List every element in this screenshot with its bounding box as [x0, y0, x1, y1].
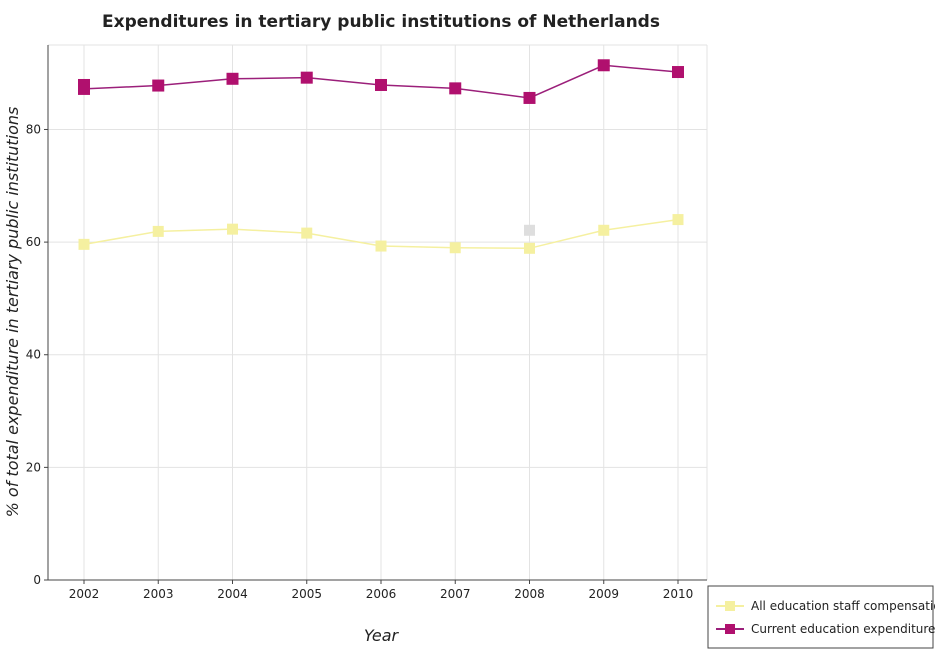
- x-tick-label: 2009: [588, 587, 619, 601]
- series-0-point-2003: [152, 225, 164, 237]
- series-1-point-2006: [375, 78, 387, 91]
- x-tick-label: 2007: [440, 587, 471, 601]
- x-tick-label: 2002: [69, 587, 100, 601]
- x-axis-label: Year: [364, 626, 400, 645]
- series-1-point-2009: [597, 59, 610, 72]
- series-0-point-2004: [227, 223, 238, 235]
- x-tick-label: 2008: [514, 587, 545, 601]
- legend-marker-staff: [725, 601, 735, 611]
- legend-marker-current: [725, 624, 735, 634]
- series-1-point-2005: [300, 71, 313, 84]
- legend-entry-staff: All education staff compensation: [716, 599, 935, 613]
- y-tick-label: 60: [26, 235, 41, 249]
- legend-box: [707, 585, 934, 649]
- extra-marker-current-0: [78, 78, 90, 91]
- series-0-point-2006: [375, 240, 387, 252]
- series-0-point-2005: [301, 227, 313, 239]
- x-tick-label: 2006: [366, 587, 397, 601]
- series-1-point-2003: [152, 79, 165, 92]
- y-tick-label: 40: [26, 348, 41, 362]
- series-0-point-2010: [672, 214, 684, 226]
- x-tick-label: 2003: [143, 587, 174, 601]
- series-1-point-2008: [523, 91, 536, 104]
- legend-label-current: Current education expenditure: [751, 622, 935, 636]
- extra-marker-0: [524, 224, 535, 236]
- series-0-point-2009: [598, 224, 610, 236]
- series-1-point-2004: [226, 72, 239, 85]
- y-tick-label: 0: [33, 573, 41, 587]
- grid: [48, 44, 708, 581]
- series-1-point-2007: [449, 82, 462, 95]
- series-0-point-2002: [78, 238, 90, 250]
- x-tick-label: 2010: [663, 587, 694, 601]
- series-0-point-2007: [449, 242, 461, 254]
- series-1-point-2010: [672, 66, 684, 79]
- legend-label-staff: All education staff compensation: [751, 599, 935, 613]
- y-tick-label: 80: [26, 122, 41, 136]
- chart-title: Expenditures in tertiary public institut…: [102, 12, 660, 32]
- x-tick-label: 2004: [217, 587, 248, 601]
- series-0-point-2008: [524, 242, 535, 254]
- x-ticks: 2002 2003 2004 2005 2006 2007 2008 2009 2010: [69, 580, 694, 601]
- legend: All education staff compensation Current…: [707, 585, 935, 649]
- y-tick-label: 20: [26, 460, 41, 474]
- series: [78, 59, 684, 254]
- legend-entry-current: Current education expenditure: [716, 622, 935, 636]
- y-axis-label: % of total expenditure in tertiary publi…: [3, 107, 22, 518]
- y-ticks: 0 20 40 60 80: [26, 122, 48, 587]
- x-tick-label: 2005: [291, 587, 322, 601]
